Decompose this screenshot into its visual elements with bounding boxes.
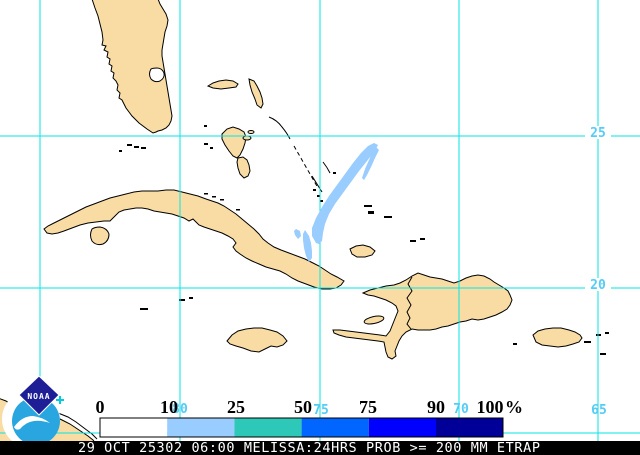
lon-label-75: 75 [313,403,329,418]
puerto-rico-landmass [532,327,583,348]
colorbar-segment-90-100 [436,418,503,437]
lat-label-25: 25 [590,126,606,141]
new-providence-island [242,135,252,141]
colorbar-tick-90: 90 [427,397,445,417]
colorbar-segment-50-75 [301,418,369,437]
colorbar-tick-100: 100 [477,397,504,417]
colorbar-tick-0: 0 [96,397,105,417]
florida-landmass [91,0,173,134]
lon-label-70: 70 [453,402,469,417]
colorbar-segment-0-10 [100,418,168,437]
noaa-logo-text: NOAA [27,392,50,401]
hispaniola-landmass [332,272,513,360]
andros-island-north [221,126,247,159]
gonave-island [363,315,385,325]
swath-fragment-small [294,229,301,239]
exuma-cays [293,145,319,189]
landmasses [0,0,609,445]
colorbar-tick-50: 50 [294,397,312,417]
colorbar-segment-75-90 [368,418,436,437]
cuba-landmass [43,189,345,290]
lon-label-80: 80 [172,402,188,417]
great-inagua-island [349,244,376,258]
central-america-lagoon-coast [57,412,98,440]
status-text: 29 OCT 25302 06:00 MELISSA:24HRS PROB >=… [78,440,541,455]
cuba-north-cays [204,193,240,211]
noaa-logo: NOAA [2,375,60,448]
swath-fragment-lower [303,230,312,262]
colorbar-tick-25: 25 [227,397,245,417]
status-bar: 29 OCT 25302 06:00 MELISSA:24HRS PROB >=… [0,441,640,455]
cat-island [322,161,331,174]
colorbar-tick-75: 75 [359,397,377,417]
haiti-dr-border [406,276,413,330]
colorbar-segment-25-50 [234,418,302,437]
colorbar-unit-label: % [505,397,523,417]
ragged-island-chain [313,172,336,202]
grand-bahama-island [206,79,239,90]
turks-caicos-islands [410,238,425,242]
lat-label-20-backing [585,278,611,291]
seagull-icon [14,416,50,430]
berry-islands [247,130,255,134]
grid-labels: 25 20 80 75 70 65 [172,126,611,418]
probability-colorbar: 0 10 25 50 75 90 100 % [96,397,523,438]
lat-label-25-backing [585,126,611,139]
swath-fragment-upper [362,147,379,180]
florida-keys [119,144,146,152]
isla-de-la-juventud [90,226,110,246]
bimini-cay-sal [204,125,213,149]
cayman-islands [140,297,193,310]
noaa-logo-diamond [18,375,60,416]
lat-label-20: 20 [590,278,606,293]
jamaica-landmass [226,327,288,353]
colorbar-segment-10-25 [167,418,235,437]
probability-swath [294,143,379,262]
abaco-island [248,78,264,109]
lake-okeechobee [149,67,165,83]
andros-island-south [236,156,251,179]
noaa-logo-blue-circle [12,397,60,445]
swath-main-band [312,143,378,244]
crooked-acklins-mayaguana [364,205,392,218]
colorbar-border [99,417,504,438]
lon-label-65: 65 [591,403,607,418]
cross-marker [56,396,64,404]
colorbar-tick-10: 10 [160,397,178,417]
